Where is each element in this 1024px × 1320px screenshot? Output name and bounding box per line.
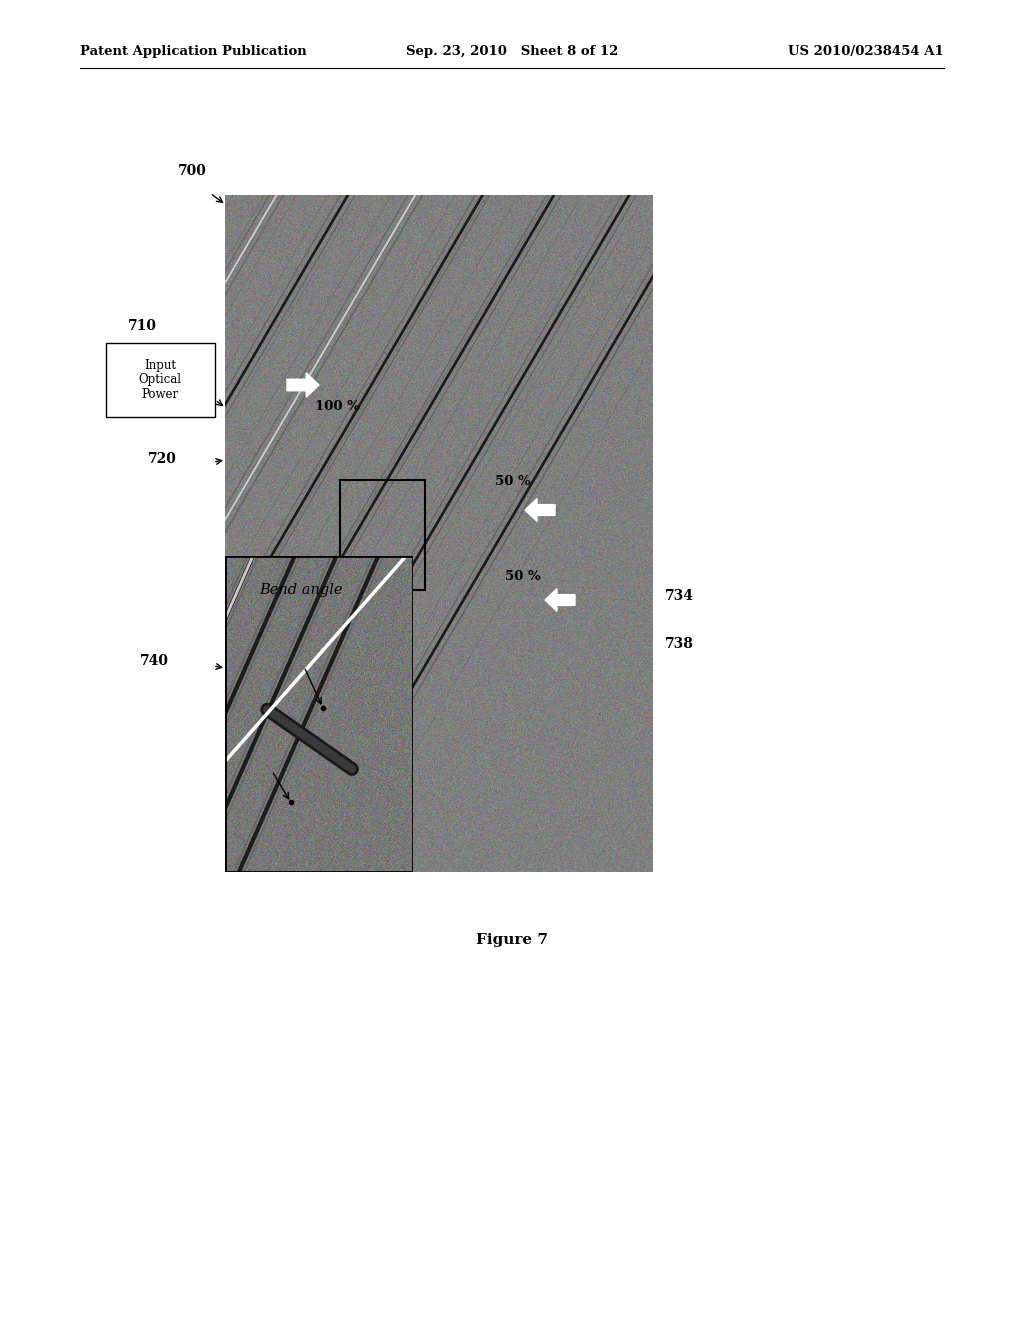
Text: Figure 7: Figure 7 bbox=[476, 933, 548, 946]
Polygon shape bbox=[287, 372, 319, 397]
Text: US 2010/0238454 A1: US 2010/0238454 A1 bbox=[788, 45, 944, 58]
Text: 738: 738 bbox=[665, 638, 694, 651]
Text: 50 %: 50 % bbox=[505, 570, 541, 583]
Bar bbox=[340, 480, 425, 590]
Text: 734: 734 bbox=[665, 589, 694, 603]
Bar bbox=[225, 556, 413, 873]
Text: 700: 700 bbox=[178, 164, 207, 178]
Text: 50 %: 50 % bbox=[495, 475, 530, 488]
Text: 710: 710 bbox=[128, 319, 157, 333]
Text: 100 %: 100 % bbox=[315, 400, 359, 413]
Text: Sep. 23, 2010   Sheet 8 of 12: Sep. 23, 2010 Sheet 8 of 12 bbox=[406, 45, 618, 58]
Text: 740: 740 bbox=[140, 653, 169, 668]
Text: Input
Optical
Power: Input Optical Power bbox=[138, 359, 181, 401]
Text: 720: 720 bbox=[148, 451, 177, 466]
FancyBboxPatch shape bbox=[106, 343, 215, 417]
Text: Bend angle: Bend angle bbox=[259, 583, 342, 597]
Polygon shape bbox=[545, 589, 575, 611]
Text: Patent Application Publication: Patent Application Publication bbox=[80, 45, 307, 58]
Polygon shape bbox=[525, 499, 555, 521]
